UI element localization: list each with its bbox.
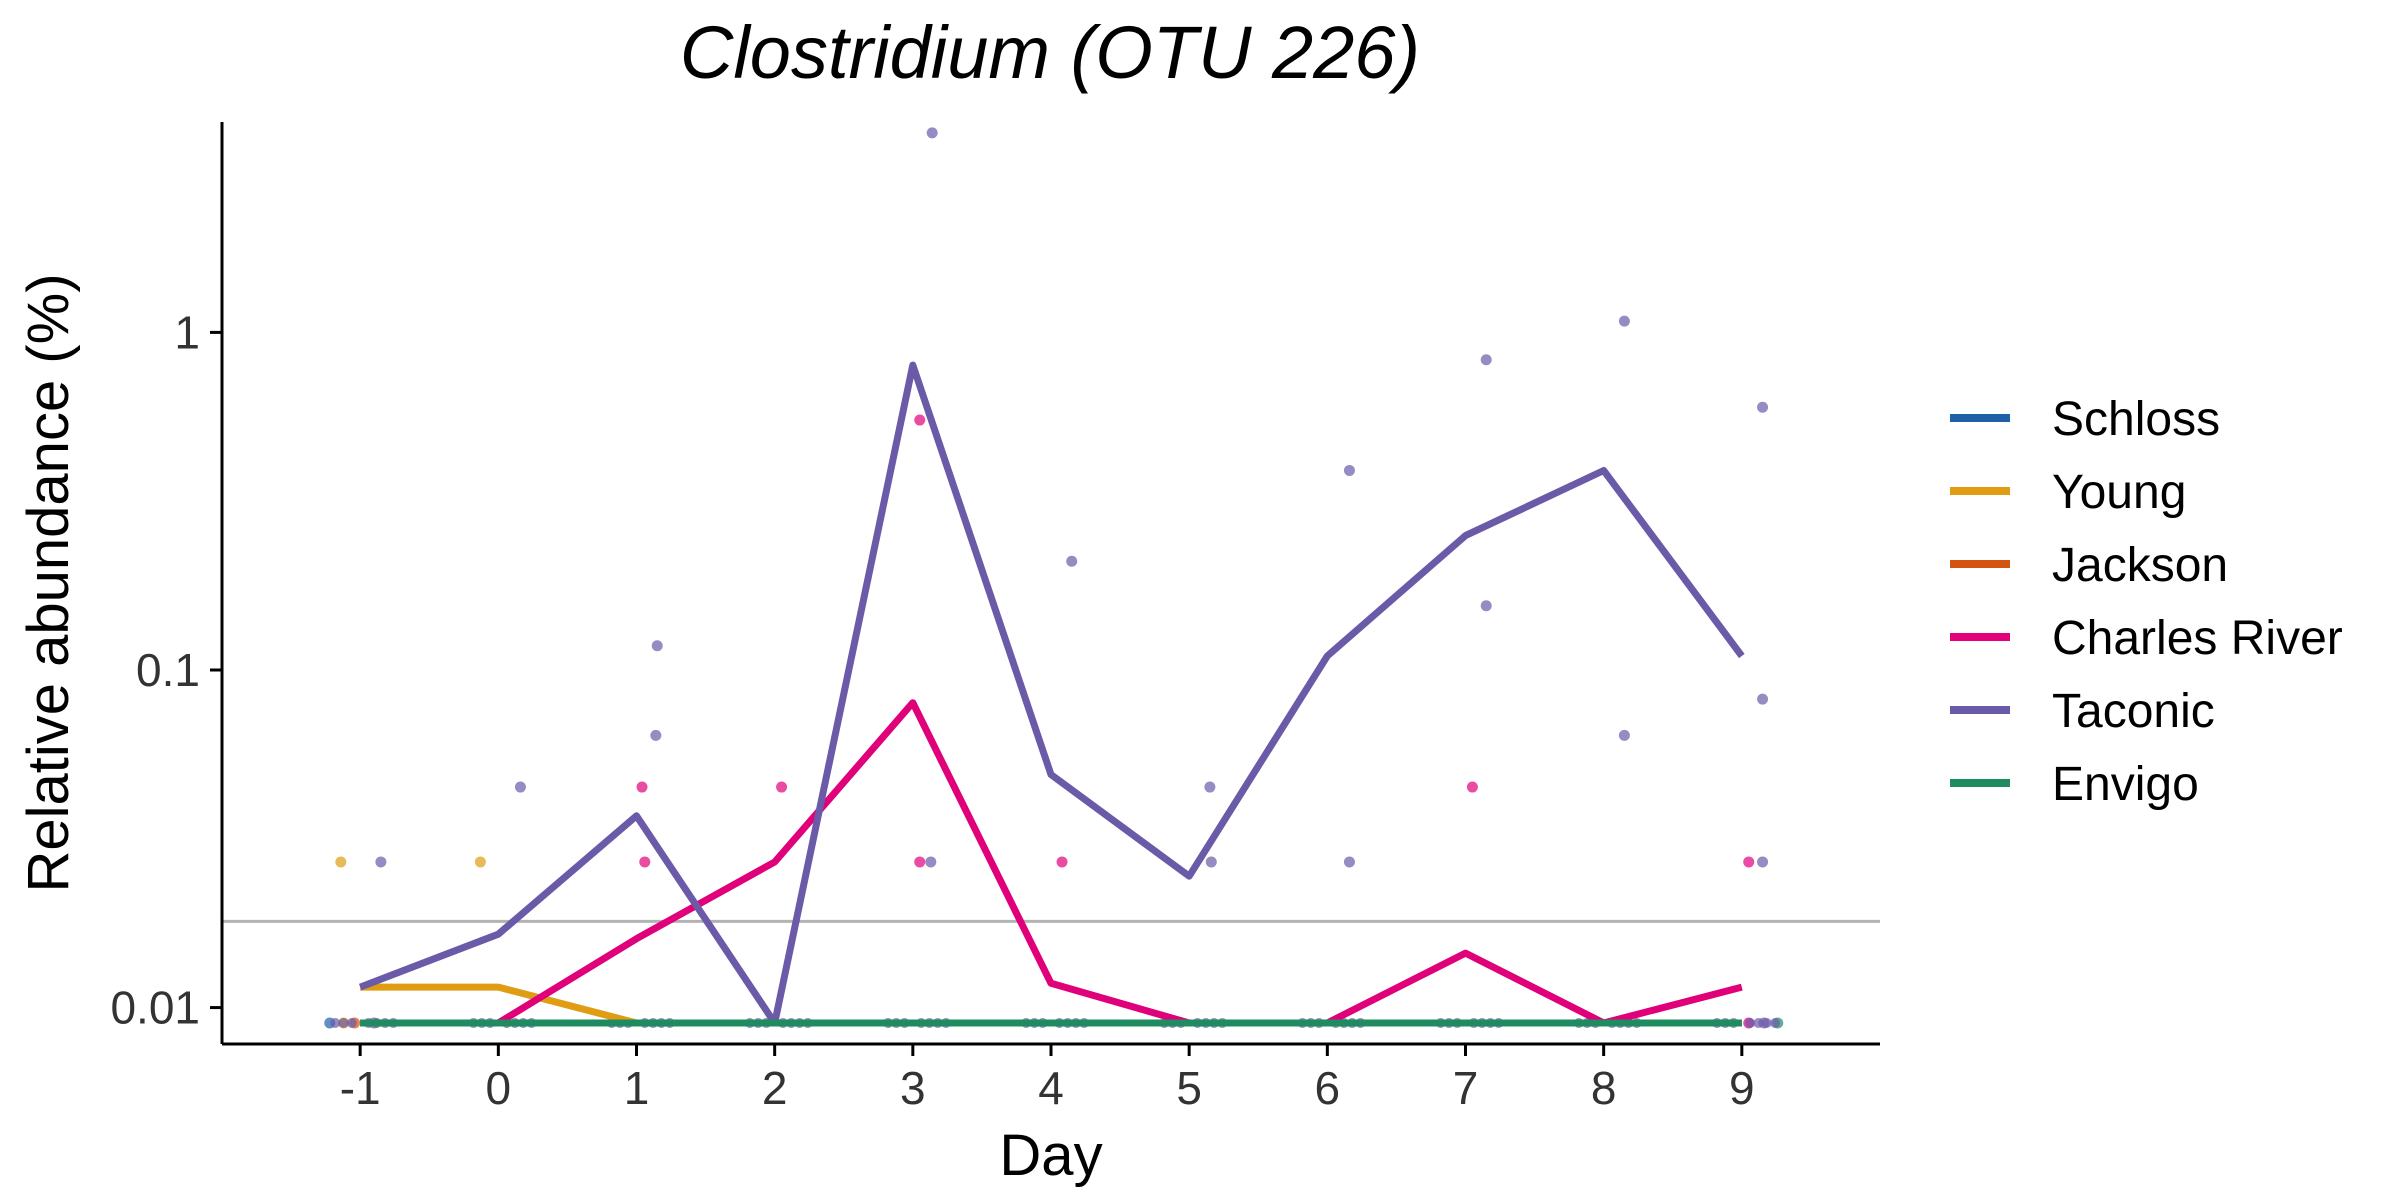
data-point-taconic bbox=[1757, 401, 1769, 413]
x-axis-ticks: -1 0 1 2 3 4 5 6 7 8 9 bbox=[340, 1044, 1755, 1114]
series-line-charles-river bbox=[496, 699, 1743, 1027]
data-point-baseline bbox=[1769, 1018, 1780, 1029]
data-point-taconic bbox=[1066, 555, 1078, 567]
legend-label-charles-river: Charles River bbox=[2052, 612, 2343, 665]
x-tick-label: -1 bbox=[340, 1062, 381, 1114]
legend-label-schloss: Schloss bbox=[2052, 393, 2220, 446]
legend-label-jackson: Jackson bbox=[2052, 539, 2228, 592]
data-point-baseline bbox=[1753, 1018, 1764, 1029]
legend-label-envigo: Envigo bbox=[2052, 758, 2199, 811]
data-point-taconic bbox=[1343, 464, 1355, 476]
plot-area bbox=[222, 127, 1880, 1029]
x-tick-label: 0 bbox=[486, 1062, 512, 1114]
data-point-baseline bbox=[1761, 1018, 1772, 1029]
data-point-charles-river bbox=[1743, 856, 1755, 868]
data-point-baseline bbox=[346, 1018, 357, 1029]
y-axis-title: Relative abundance (%) bbox=[16, 273, 81, 892]
x-tick-label: 4 bbox=[1038, 1062, 1064, 1114]
data-point-taconic bbox=[650, 729, 662, 741]
data-point-charles-river bbox=[776, 781, 788, 793]
series-line-taconic bbox=[358, 361, 1745, 1027]
y-tick-label: 0.1 bbox=[136, 644, 200, 696]
series-lines bbox=[358, 361, 1745, 1027]
data-point-charles-river bbox=[639, 856, 651, 868]
data-point-taconic bbox=[1343, 856, 1355, 868]
data-point-young bbox=[474, 856, 486, 868]
data-point-charles-river bbox=[914, 856, 926, 868]
data-point-taconic bbox=[1618, 315, 1630, 327]
data-point-taconic bbox=[1757, 693, 1769, 705]
data-point-taconic bbox=[1205, 856, 1217, 868]
y-tick-label: 1 bbox=[174, 306, 200, 358]
x-tick-label: 6 bbox=[1315, 1062, 1341, 1114]
data-point-taconic bbox=[1480, 354, 1492, 366]
x-axis-title: Day bbox=[999, 1123, 1102, 1188]
x-tick-label: 9 bbox=[1729, 1062, 1755, 1114]
data-point-taconic bbox=[925, 856, 937, 868]
data-point-charles-river bbox=[1056, 856, 1068, 868]
y-tick-label: 0.01 bbox=[110, 982, 200, 1034]
data-point-taconic bbox=[926, 127, 938, 139]
x-tick-label: 1 bbox=[624, 1062, 650, 1114]
data-point-taconic bbox=[1618, 729, 1630, 741]
data-point-charles-river bbox=[636, 781, 648, 793]
data-point-charles-river bbox=[1466, 781, 1478, 793]
x-tick-label: 5 bbox=[1176, 1062, 1202, 1114]
data-point-baseline bbox=[330, 1018, 341, 1029]
series-line-young bbox=[360, 983, 1742, 1027]
x-tick-label: 2 bbox=[762, 1062, 788, 1114]
data-point-taconic bbox=[514, 781, 526, 793]
data-point-charles-river bbox=[914, 414, 926, 426]
x-tick-label: 7 bbox=[1453, 1062, 1479, 1114]
legend-label-young: Young bbox=[2052, 466, 2186, 519]
data-point-taconic bbox=[1204, 781, 1216, 793]
x-tick-label: 3 bbox=[900, 1062, 926, 1114]
data-point-taconic bbox=[1480, 600, 1492, 612]
data-point-baseline bbox=[338, 1018, 349, 1029]
chart-title: Clostridium (OTU 226) bbox=[680, 11, 1420, 94]
legend: Schloss Young Jackson Charles River Taconic E… bbox=[1950, 393, 2343, 811]
data-point-taconic bbox=[375, 856, 387, 868]
data-point-taconic bbox=[1757, 856, 1769, 868]
data-point-young bbox=[335, 856, 347, 868]
legend-label-taconic: Taconic bbox=[2052, 685, 2215, 738]
data-point-taconic bbox=[651, 640, 663, 652]
y-axis-ticks: 1 0.1 0.01 bbox=[110, 306, 222, 1034]
x-tick-label: 8 bbox=[1591, 1062, 1617, 1114]
data-point-baseline bbox=[1745, 1018, 1756, 1029]
